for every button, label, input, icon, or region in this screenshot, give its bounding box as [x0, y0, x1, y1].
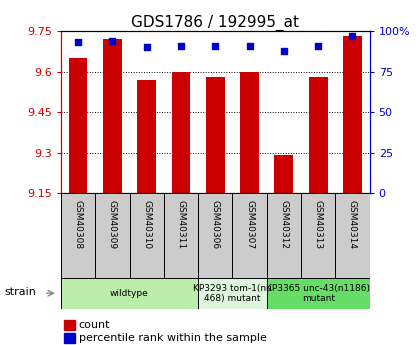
Text: GSM40312: GSM40312 — [279, 200, 289, 249]
Bar — [343, 37, 362, 193]
Bar — [103, 39, 122, 193]
Point — [246, 43, 253, 48]
Bar — [267, 278, 370, 309]
Text: GSM40307: GSM40307 — [245, 200, 254, 249]
Bar — [171, 71, 190, 193]
Point — [178, 43, 184, 48]
Bar — [335, 193, 370, 278]
Title: GDS1786 / 192995_at: GDS1786 / 192995_at — [131, 15, 299, 31]
Text: strain: strain — [5, 287, 37, 297]
Bar — [61, 278, 198, 309]
Bar — [137, 80, 156, 193]
Point — [75, 40, 81, 45]
Point — [281, 48, 287, 53]
Text: KP3365 unc-43(n1186)
mutant: KP3365 unc-43(n1186) mutant — [266, 284, 370, 303]
Bar — [267, 193, 301, 278]
Bar — [64, 333, 75, 343]
Text: percentile rank within the sample: percentile rank within the sample — [79, 333, 267, 343]
Text: GSM40313: GSM40313 — [314, 200, 323, 249]
Bar — [61, 193, 95, 278]
Bar — [274, 155, 293, 193]
Text: GSM40310: GSM40310 — [142, 200, 151, 249]
Point — [109, 38, 116, 43]
Bar — [301, 193, 335, 278]
Text: GSM40306: GSM40306 — [211, 200, 220, 249]
Text: KP3293 tom-1(nu
468) mutant: KP3293 tom-1(nu 468) mutant — [193, 284, 272, 303]
Bar — [164, 193, 198, 278]
Text: wildtype: wildtype — [110, 289, 149, 298]
Text: GSM40308: GSM40308 — [74, 200, 83, 249]
Text: GSM40309: GSM40309 — [108, 200, 117, 249]
Bar — [206, 77, 225, 193]
Bar — [198, 278, 267, 309]
Point — [315, 43, 322, 48]
Bar — [95, 193, 129, 278]
Text: count: count — [79, 320, 110, 330]
Point — [143, 45, 150, 50]
Point — [212, 43, 219, 48]
Bar — [129, 193, 164, 278]
Bar — [64, 321, 75, 330]
Bar — [240, 71, 259, 193]
Bar — [198, 193, 232, 278]
Text: GSM40314: GSM40314 — [348, 200, 357, 249]
Bar — [68, 58, 87, 193]
Bar — [232, 193, 267, 278]
Text: GSM40311: GSM40311 — [176, 200, 186, 249]
Bar — [309, 77, 328, 193]
Point — [349, 33, 356, 39]
